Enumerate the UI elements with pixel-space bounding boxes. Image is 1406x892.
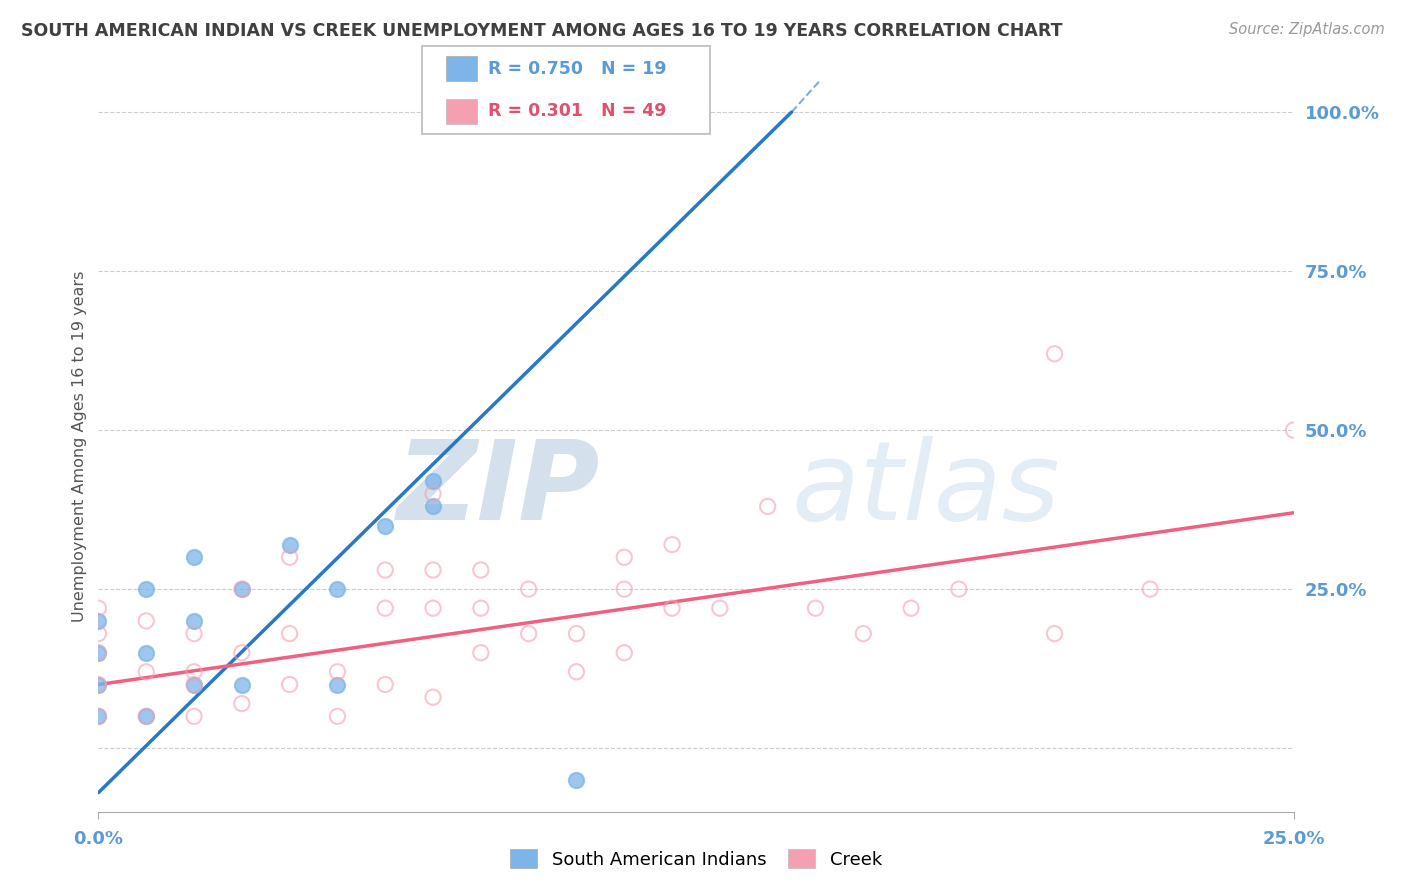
Point [709, 601, 731, 615]
Point [183, 709, 205, 723]
Text: atlas: atlas [792, 436, 1060, 543]
Point [183, 550, 205, 565]
Point [231, 582, 253, 596]
Point [278, 550, 301, 565]
Point [135, 709, 157, 723]
Point [326, 665, 349, 679]
Point [135, 709, 157, 723]
Point [87, 646, 110, 660]
Point [278, 538, 301, 552]
Point [326, 677, 349, 691]
Text: ZIP: ZIP [396, 436, 600, 543]
Point [87, 677, 110, 691]
Point [422, 474, 444, 488]
Point [900, 601, 922, 615]
Point [470, 601, 492, 615]
Point [422, 690, 444, 705]
Point [1282, 423, 1305, 437]
Point [565, 665, 588, 679]
Point [135, 665, 157, 679]
Point [1139, 582, 1161, 596]
Text: SOUTH AMERICAN INDIAN VS CREEK UNEMPLOYMENT AMONG AGES 16 TO 19 YEARS CORRELATIO: SOUTH AMERICAN INDIAN VS CREEK UNEMPLOYM… [21, 22, 1063, 40]
Point [613, 582, 636, 596]
Point [326, 709, 349, 723]
Point [231, 677, 253, 691]
Point [87, 677, 110, 691]
Point [87, 709, 110, 723]
Point [87, 646, 110, 660]
Point [183, 677, 205, 691]
Point [135, 614, 157, 628]
Text: Source: ZipAtlas.com: Source: ZipAtlas.com [1229, 22, 1385, 37]
Point [183, 626, 205, 640]
Point [231, 646, 253, 660]
Point [135, 646, 157, 660]
Text: R = 0.750   N = 19: R = 0.750 N = 19 [488, 60, 666, 78]
Point [231, 582, 253, 596]
Point [422, 486, 444, 500]
Point [565, 772, 588, 787]
Point [87, 626, 110, 640]
Point [948, 582, 970, 596]
Point [661, 538, 683, 552]
Point [852, 626, 875, 640]
Point [613, 646, 636, 660]
Point [517, 626, 540, 640]
Point [183, 677, 205, 691]
Point [374, 601, 396, 615]
Point [87, 709, 110, 723]
Point [470, 563, 492, 577]
Point [470, 646, 492, 660]
Point [183, 614, 205, 628]
Point [278, 677, 301, 691]
Text: R = 0.301   N = 49: R = 0.301 N = 49 [488, 103, 666, 120]
Point [422, 563, 444, 577]
Point [183, 665, 205, 679]
Point [756, 500, 779, 514]
Point [374, 518, 396, 533]
Point [422, 500, 444, 514]
Legend: South American Indians, Creek: South American Indians, Creek [503, 842, 889, 876]
Point [422, 601, 444, 615]
Point [135, 582, 157, 596]
Point [661, 601, 683, 615]
Point [1043, 347, 1066, 361]
Point [517, 582, 540, 596]
Point [374, 677, 396, 691]
Point [565, 626, 588, 640]
Point [87, 601, 110, 615]
Point [326, 582, 349, 596]
Point [1043, 626, 1066, 640]
Point [231, 697, 253, 711]
Point [613, 550, 636, 565]
Point [374, 563, 396, 577]
Point [87, 614, 110, 628]
Point [278, 626, 301, 640]
Y-axis label: Unemployment Among Ages 16 to 19 years: Unemployment Among Ages 16 to 19 years [72, 270, 87, 622]
Point [804, 601, 827, 615]
